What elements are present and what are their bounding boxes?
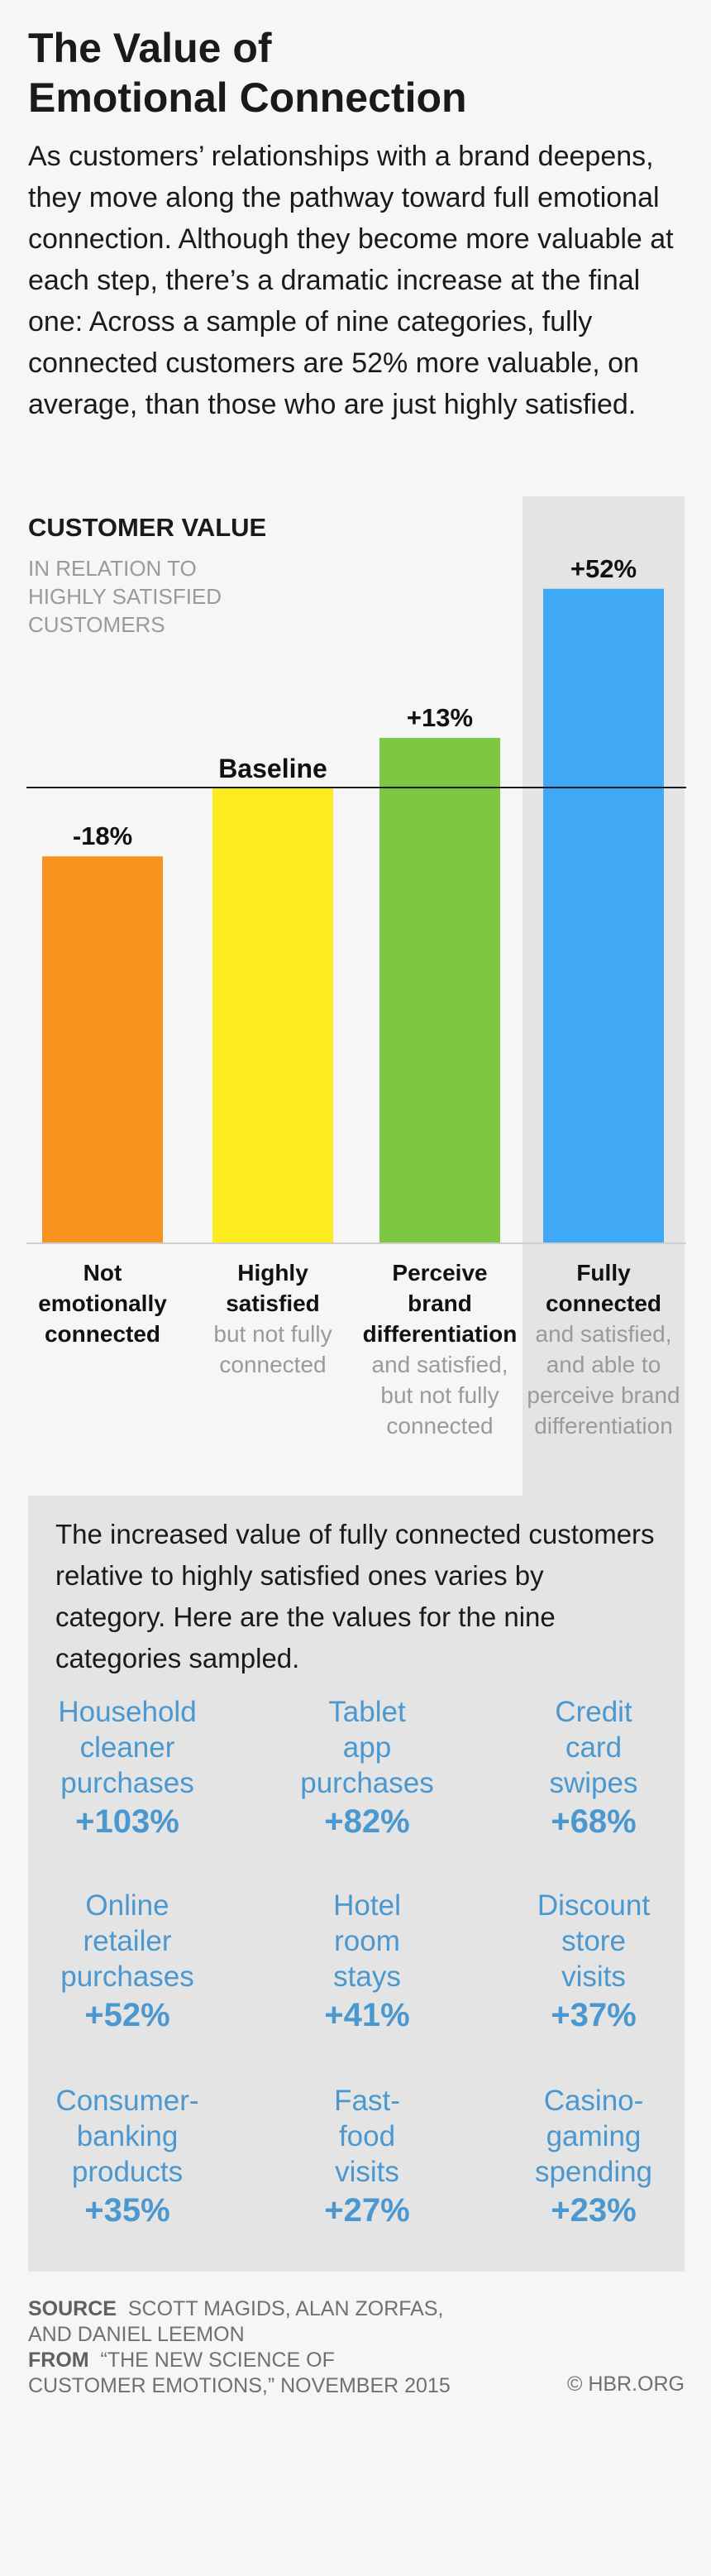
category-stat-name: Fast- food visits	[334, 2085, 400, 2188]
category-stat: Discount store visits +37%	[490, 1888, 697, 2036]
bar-value-label: +13%	[407, 703, 473, 732]
from-label: FROM	[28, 2349, 89, 2372]
category-stat-value: +41%	[324, 1997, 410, 2033]
category-stat: Credit card swipes +68%	[490, 1694, 697, 1842]
category-stat-value: +27%	[324, 2192, 410, 2229]
category-label: Highly satisfied but not fully connected	[190, 1257, 356, 1380]
category-stat-value: +103%	[75, 1803, 179, 1840]
category-stat-name: Consumer- banking products	[55, 2085, 199, 2188]
category-description: and satisfied, and able to perceive bran…	[527, 1321, 680, 1439]
category-stat: Online retailer purchases +52%	[24, 1888, 231, 2036]
category-stat-value: +23%	[551, 2192, 637, 2229]
category-description: and satisfied, but not fully connected	[371, 1352, 508, 1439]
from-text: “THE NEW SCIENCE OF CUSTOMER EMOTIONS,” …	[28, 2349, 451, 2397]
from-line: FROM “THE NEW SCIENCE OF CUSTOMER EMOTIO…	[28, 2348, 685, 2399]
bar-not-emotionally-connected	[42, 856, 163, 1243]
bar-value-label: -18%	[73, 821, 132, 850]
category-stat: Consumer- banking products +35%	[24, 2083, 231, 2231]
category-stat-name: Discount store visits	[537, 1889, 651, 1993]
category-name: Perceive brand differentiation	[362, 1260, 518, 1347]
category-stat-value: +37%	[551, 1997, 637, 2033]
category-stat: Hotel room stays +41%	[264, 1888, 470, 2036]
baseline-label: Baseline	[218, 754, 327, 783]
customer-value-chart: CUSTOMER VALUE IN RELATION TO HIGHLY SAT…	[0, 496, 711, 1506]
category-name: Highly satisfied	[226, 1260, 320, 1316]
category-stat-value: +35%	[84, 2192, 170, 2229]
bar-value-label: +52%	[570, 554, 637, 583]
category-label: Not emotionally connected	[20, 1257, 185, 1349]
bar-perceive-brand-differentiation	[379, 737, 500, 1243]
category-stat: Household cleaner purchases +103%	[24, 1694, 231, 1842]
category-breakdown-panel: The increased value of fully connected c…	[28, 1496, 685, 2272]
category-name: Not emotionally connected	[38, 1260, 167, 1347]
category-stat-name: Tablet app purchases	[300, 1696, 434, 1799]
category-stat: Fast- food visits +27%	[264, 2083, 470, 2231]
source-label: SOURCE	[28, 2297, 117, 2320]
category-stat: Casino- gaming spending +23%	[490, 2083, 697, 2231]
category-name: Fully connected	[545, 1260, 662, 1316]
category-stat-name: Household cleaner purchases	[58, 1696, 197, 1799]
intro-text: As customers’ relationships with a brand…	[28, 141, 674, 420]
chart-title: CUSTOMER VALUE	[28, 513, 267, 542]
copyright: © HBR.ORG	[566, 2373, 685, 2396]
category-stat-value: +52%	[84, 1997, 170, 2033]
bar-plot: -18% +13% +52% Baseline	[26, 554, 686, 1244]
category-stat-name: Casino- gaming spending	[534, 2085, 653, 2188]
category-stat: Tablet app purchases +82%	[264, 1694, 470, 1842]
category-label: Fully connected and satisfied, and able t…	[521, 1257, 686, 1441]
category-stat-name: Credit card swipes	[549, 1696, 638, 1799]
source-text: SCOTT MAGIDS, ALAN ZORFAS, AND DANIEL LE…	[28, 2297, 444, 2346]
category-stat-name: Online retailer purchases	[60, 1889, 194, 1993]
source-footer: SOURCE SCOTT MAGIDS, ALAN ZORFAS, AND DA…	[28, 2296, 685, 2399]
bar-fully-connected	[543, 588, 664, 1243]
category-stat-name: Hotel room stays	[333, 1889, 401, 1993]
category-stat-value: +82%	[324, 1803, 410, 1840]
source-line: SOURCE SCOTT MAGIDS, ALAN ZORFAS, AND DA…	[28, 2296, 685, 2348]
chart-subtitle: IN RELATION TO HIGHLY SATISFIED CUSTOMER…	[28, 556, 222, 637]
page-title: The Value of Emotional Connection	[28, 25, 467, 121]
category-description: but not fully connected	[213, 1321, 332, 1377]
category-stat-value: +68%	[551, 1803, 637, 1840]
category-label: Perceive brand differentiation and satisf…	[357, 1257, 523, 1441]
category-grid: Household cleaner purchases +103% Tablet a…	[28, 1496, 685, 2272]
bar-highly-satisfied	[212, 788, 333, 1243]
breakdown-intro: The increased value of fully connected c…	[55, 1519, 655, 1673]
